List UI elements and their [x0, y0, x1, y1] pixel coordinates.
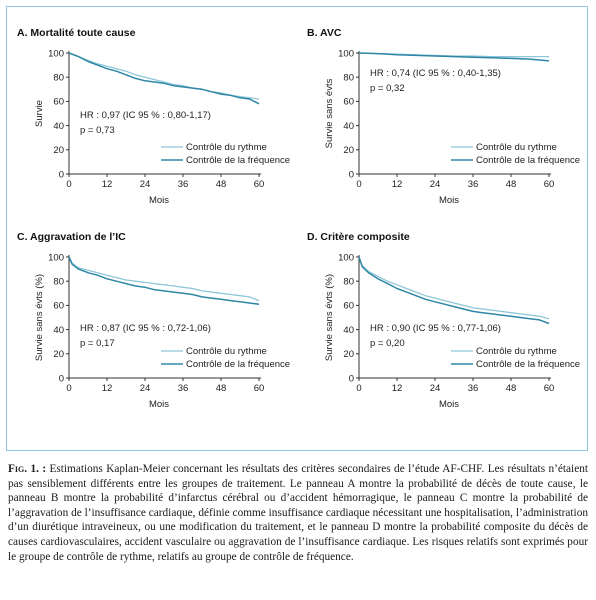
x-tick-label: 48 [506, 179, 517, 190]
y-tick-label: 20 [343, 349, 354, 360]
y-tick-label: 80 [343, 277, 354, 288]
y-tick-label: 80 [53, 73, 64, 84]
panel-c: C. Aggravation de l’IC 0 20 40 60 80 100 0 12 24 3… [11, 229, 293, 429]
x-tick-label: 0 [66, 383, 71, 394]
y-tick-label: 0 [59, 169, 64, 180]
x-tick-label: 0 [356, 383, 361, 394]
chart-title: A. Mortalité toute cause [17, 27, 136, 39]
caption-text: Estimations Kaplan-Meier concernant les … [8, 463, 588, 563]
x-tick-label: 0 [356, 179, 361, 190]
figure-label: Fig. 1. : [8, 463, 47, 475]
p-value-annotation: p = 0,32 [370, 83, 405, 94]
x-tick-label: 12 [392, 179, 403, 190]
y-tick-label: 0 [349, 373, 354, 384]
y-tick-label: 80 [343, 73, 354, 84]
y-tick-label: 40 [343, 325, 354, 336]
y-axis-label: Survie [34, 100, 45, 127]
series-line-rate [68, 52, 260, 105]
y-tick-label: 60 [343, 97, 354, 108]
x-axis-label: Mois [439, 195, 459, 206]
legend-label-rhythm: Contrôle du rythme [476, 142, 557, 153]
chart-title: B. AVC [307, 27, 342, 39]
x-tick-label: 24 [140, 383, 151, 394]
y-tick-label: 40 [53, 325, 64, 336]
hr-annotation: HR : 0,87 (IC 95 % : 0,72-1,06) [80, 323, 211, 334]
y-tick-label: 0 [59, 373, 64, 384]
y-tick-label: 20 [53, 349, 64, 360]
series-line-rhythm [68, 256, 260, 302]
x-tick-label: 60 [544, 179, 555, 190]
y-tick-label: 100 [48, 252, 64, 263]
panel-a: A. Mortalité toute cause 0 20 40 60 80 100 0 12 2… [11, 25, 293, 225]
x-tick-label: 24 [140, 179, 151, 190]
x-tick-label: 12 [102, 179, 113, 190]
y-tick-label: 60 [53, 97, 64, 108]
x-tick-label: 60 [544, 383, 555, 394]
hr-annotation: HR : 0,97 (IC 95 % : 0,80-1,17) [80, 110, 211, 121]
x-tick-label: 36 [468, 383, 479, 394]
hr-annotation: HR : 0,90 (IC 95 % : 0,77-1,06) [370, 323, 501, 334]
x-tick-label: 36 [178, 179, 189, 190]
x-tick-label: 24 [430, 383, 441, 394]
y-tick-label: 100 [48, 48, 64, 59]
chart-svg: D. Critère composite 0 20 40 60 80 100 0 12 24 36 4… [307, 231, 580, 410]
p-value-annotation: p = 0,20 [370, 338, 405, 349]
y-tick-label: 0 [349, 169, 354, 180]
legend-label-rhythm: Contrôle du rythme [476, 346, 557, 357]
x-tick-label: 36 [178, 383, 189, 394]
panel-d: D. Critère composite 0 20 40 60 80 100 0 12 24 36 4… [301, 229, 583, 429]
x-tick-label: 48 [216, 383, 227, 394]
x-tick-label: 36 [468, 179, 479, 190]
y-tick-label: 20 [343, 145, 354, 156]
series-line-rate [358, 256, 550, 325]
x-tick-label: 60 [254, 383, 265, 394]
hr-annotation: HR : 0,74 (IC 95 % : 0,40-1,35) [370, 68, 501, 79]
panel-b: B. AVC 0 20 40 60 80 100 0 12 24 36 48 60 Mois Survie … [301, 25, 583, 225]
chart-title: D. Critère composite [307, 231, 410, 243]
legend-label-rate: Contrôle de la fréquence [476, 155, 580, 166]
figure-caption: Fig. 1. : Estimations Kaplan-Meier conce… [8, 462, 588, 564]
x-tick-label: 12 [102, 383, 113, 394]
y-tick-label: 100 [338, 252, 354, 263]
y-tick-label: 60 [343, 301, 354, 312]
series-line-rhythm [68, 52, 260, 100]
x-tick-label: 24 [430, 179, 441, 190]
series-line-rhythm [358, 256, 550, 320]
x-axis-label: Mois [439, 399, 459, 410]
y-tick-label: 80 [53, 277, 64, 288]
figure-frame: A. Mortalité toute cause 0 20 40 60 80 100 0 12 2… [6, 6, 588, 451]
series-line-rate [68, 256, 260, 305]
y-axis-label: Survie sans évts (%) [34, 274, 45, 361]
y-tick-label: 100 [338, 48, 354, 59]
x-tick-label: 48 [506, 383, 517, 394]
y-axis-label: Survie sans évts [324, 78, 335, 148]
x-tick-label: 12 [392, 383, 403, 394]
x-tick-label: 48 [216, 179, 227, 190]
chart-title: C. Aggravation de l’IC [17, 231, 126, 243]
legend-label-rate: Contrôle de la fréquence [186, 359, 290, 370]
series-line-rate [358, 52, 550, 62]
y-tick-label: 60 [53, 301, 64, 312]
y-axis-label: Survie sans évts (%) [324, 274, 335, 361]
legend-label-rhythm: Contrôle du rythme [186, 142, 267, 153]
p-value-annotation: p = 0,17 [80, 338, 115, 349]
x-tick-label: 60 [254, 179, 265, 190]
chart-svg: C. Aggravation de l’IC 0 20 40 60 80 100 0 12 24 3… [17, 231, 290, 410]
legend-label-rhythm: Contrôle du rythme [186, 346, 267, 357]
y-tick-label: 40 [343, 121, 354, 132]
x-tick-label: 0 [66, 179, 71, 190]
y-tick-label: 20 [53, 145, 64, 156]
chart-svg: A. Mortalité toute cause 0 20 40 60 80 100 0 12 2… [17, 27, 290, 206]
legend-label-rate: Contrôle de la fréquence [186, 155, 290, 166]
y-tick-label: 40 [53, 121, 64, 132]
chart-svg: B. AVC 0 20 40 60 80 100 0 12 24 36 48 60 Mois Survie … [307, 27, 580, 206]
p-value-annotation: p = 0,73 [80, 125, 115, 136]
legend-label-rate: Contrôle de la fréquence [476, 359, 580, 370]
x-axis-label: Mois [149, 399, 169, 410]
x-axis-label: Mois [149, 195, 169, 206]
